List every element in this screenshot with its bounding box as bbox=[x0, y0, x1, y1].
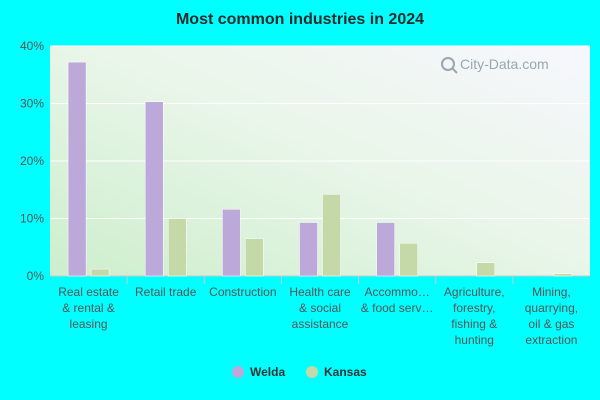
legend: Welda Kansas bbox=[232, 365, 367, 379]
bars bbox=[67, 61, 573, 277]
y-tick-label: 30% bbox=[20, 97, 44, 111]
legend-label: Welda bbox=[250, 365, 285, 379]
y-tick-label: 20% bbox=[20, 154, 44, 168]
x-category-label: & rental & bbox=[62, 301, 115, 315]
bar-kansas bbox=[322, 194, 341, 277]
x-category-label: Health care bbox=[289, 285, 351, 299]
x-category-label: leasing bbox=[70, 317, 108, 331]
x-category-label: forestry, bbox=[453, 301, 495, 315]
x-category-label: Mining, bbox=[532, 285, 571, 299]
y-tick-label: 40% bbox=[20, 39, 44, 53]
bar-welda bbox=[144, 101, 164, 277]
magnifier-handle bbox=[451, 67, 458, 74]
watermark: City-Data.com bbox=[441, 56, 549, 74]
x-category-label: & social bbox=[299, 301, 341, 315]
bar-kansas bbox=[90, 268, 110, 277]
x-category-label: fishing & bbox=[451, 317, 497, 331]
grid bbox=[50, 45, 590, 284]
x-category-label: oil & gas bbox=[528, 317, 574, 331]
watermark-text: City-Data.com bbox=[460, 56, 549, 72]
x-category-label: Agriculture, bbox=[444, 285, 505, 299]
bar-kansas bbox=[399, 242, 418, 277]
x-category-label: assistance bbox=[292, 317, 349, 331]
x-category-label: extraction bbox=[525, 333, 577, 347]
bar-kansas bbox=[245, 238, 264, 277]
bar-welda bbox=[222, 209, 241, 277]
bar-welda bbox=[376, 222, 395, 277]
bar-welda bbox=[299, 222, 318, 277]
x-category-label: Accommo… bbox=[364, 285, 429, 299]
y-tick-label: 10% bbox=[20, 212, 44, 226]
x-category-label: Real estate bbox=[58, 285, 119, 299]
y-axis-ticks: 0% 10% 20% 30% 40% bbox=[20, 39, 44, 283]
legend-label: Kansas bbox=[324, 365, 367, 379]
magnifier-icon bbox=[441, 57, 455, 71]
chart-title: Most common industries in 2024 bbox=[176, 11, 424, 28]
x-category-label: & food serv… bbox=[361, 301, 434, 315]
bar-kansas bbox=[476, 262, 496, 277]
y-tick-label: 0% bbox=[27, 269, 45, 283]
x-category-label: hunting bbox=[455, 333, 494, 347]
x-category-label: quarrying, bbox=[525, 301, 578, 315]
bar-kansas bbox=[167, 218, 187, 277]
bar-welda bbox=[67, 61, 87, 277]
bar-kansas bbox=[553, 273, 573, 277]
legend-swatch bbox=[232, 366, 244, 378]
legend-swatch bbox=[306, 366, 318, 378]
x-category-label: Retail trade bbox=[135, 285, 197, 299]
x-axis-categories: Real estate & rental & leasing Retail trade… bbox=[58, 285, 578, 347]
x-category-label: Construction bbox=[209, 285, 276, 299]
